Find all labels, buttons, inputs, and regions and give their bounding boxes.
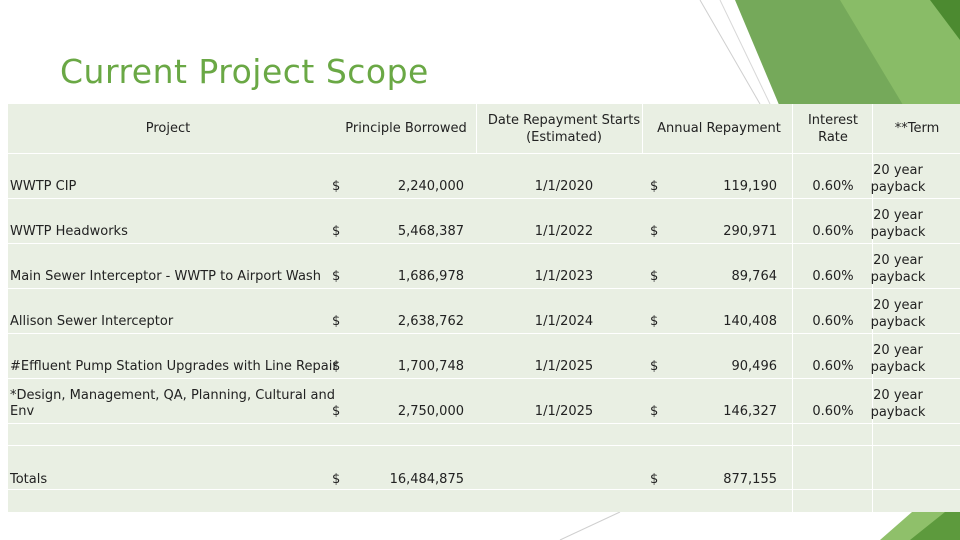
project-name: *Design, Management, QA, Planning, Cultu… <box>10 388 335 403</box>
interest-rate: 0.60% <box>812 404 854 419</box>
term-line2: payback <box>870 315 926 330</box>
principle-value: 2,638,762 <box>397 314 464 329</box>
term-line1: 20 year <box>873 298 923 313</box>
project-name: Main Sewer Interceptor - WWTP to Airport… <box>10 269 321 284</box>
header-date-line1: Date Repayment Starts <box>487 113 641 128</box>
interest-rate: 0.60% <box>812 269 854 284</box>
currency-symbol: $ <box>332 472 341 487</box>
currency-symbol: $ <box>650 314 659 329</box>
annual-value: 90,496 <box>731 359 778 374</box>
currency-symbol: $ <box>332 359 341 374</box>
principle-value: 2,240,000 <box>397 179 464 194</box>
currency-symbol: $ <box>332 404 341 419</box>
currency-symbol: $ <box>332 224 341 239</box>
project-name: #Effluent Pump Station Upgrades with Lin… <box>10 359 338 374</box>
interest-rate: 0.60% <box>812 224 854 239</box>
annual-value: 146,327 <box>723 404 777 419</box>
principle-value: 2,750,000 <box>397 404 464 419</box>
interest-rate: 0.60% <box>812 179 854 194</box>
currency-symbol: $ <box>650 359 659 374</box>
currency-symbol: $ <box>332 179 341 194</box>
principle-value: 5,468,387 <box>397 224 464 239</box>
start-date: 1/1/2020 <box>534 179 594 194</box>
term-line2: payback <box>870 225 926 240</box>
header-principle-borrowed: Principle Borrowed <box>345 121 467 136</box>
term-line2: payback <box>870 270 926 285</box>
header-rate-line1: Interest <box>807 113 859 128</box>
header-term: **Term <box>894 121 940 136</box>
header-annual-repayment: Annual Repayment <box>657 121 781 136</box>
currency-symbol: $ <box>650 269 659 284</box>
term-line1: 20 year <box>873 253 923 268</box>
annual-value: 140,408 <box>723 314 777 329</box>
slide-title: Current Project Scope <box>60 52 429 91</box>
annual-value: 89,764 <box>731 269 778 284</box>
header-date-line2: (Estimated) <box>526 130 602 145</box>
annual-value: 119,190 <box>723 179 777 194</box>
term-line1: 20 year <box>873 208 923 223</box>
interest-rate: 0.60% <box>812 314 854 329</box>
currency-symbol: $ <box>650 472 659 487</box>
principle-value: 1,700,748 <box>397 359 464 374</box>
total-principle: 16,484,875 <box>389 472 464 487</box>
term-line2: payback <box>870 405 926 420</box>
project-name: Allison Sewer Interceptor <box>10 314 174 329</box>
currency-symbol: $ <box>332 314 341 329</box>
term-line2: payback <box>870 180 926 195</box>
project-name: WWTP Headworks <box>10 224 128 239</box>
currency-symbol: $ <box>650 404 659 419</box>
total-annual: 877,155 <box>723 472 777 487</box>
term-line1: 20 year <box>873 163 923 178</box>
principle-value: 1,686,978 <box>397 269 464 284</box>
start-date: 1/1/2025 <box>534 404 594 419</box>
project-name-line2: Env <box>10 404 35 419</box>
term-line2: payback <box>870 360 926 375</box>
start-date: 1/1/2025 <box>534 359 594 374</box>
header-project: Project <box>145 121 191 136</box>
start-date: 1/1/2023 <box>534 269 594 284</box>
project-scope-table: Project Principle Borrowed Date Repaymen… <box>8 104 960 512</box>
project-name: WWTP CIP <box>10 179 77 194</box>
term-line1: 20 year <box>873 388 923 403</box>
currency-symbol: $ <box>650 224 659 239</box>
start-date: 1/1/2024 <box>534 314 594 329</box>
header-rate-line2: Rate <box>818 130 848 145</box>
start-date: 1/1/2022 <box>534 224 594 239</box>
term-line1: 20 year <box>873 343 923 358</box>
interest-rate: 0.60% <box>812 359 854 374</box>
currency-symbol: $ <box>650 179 659 194</box>
totals-label: Totals <box>10 472 48 487</box>
currency-symbol: $ <box>332 269 341 284</box>
annual-value: 290,971 <box>723 224 777 239</box>
